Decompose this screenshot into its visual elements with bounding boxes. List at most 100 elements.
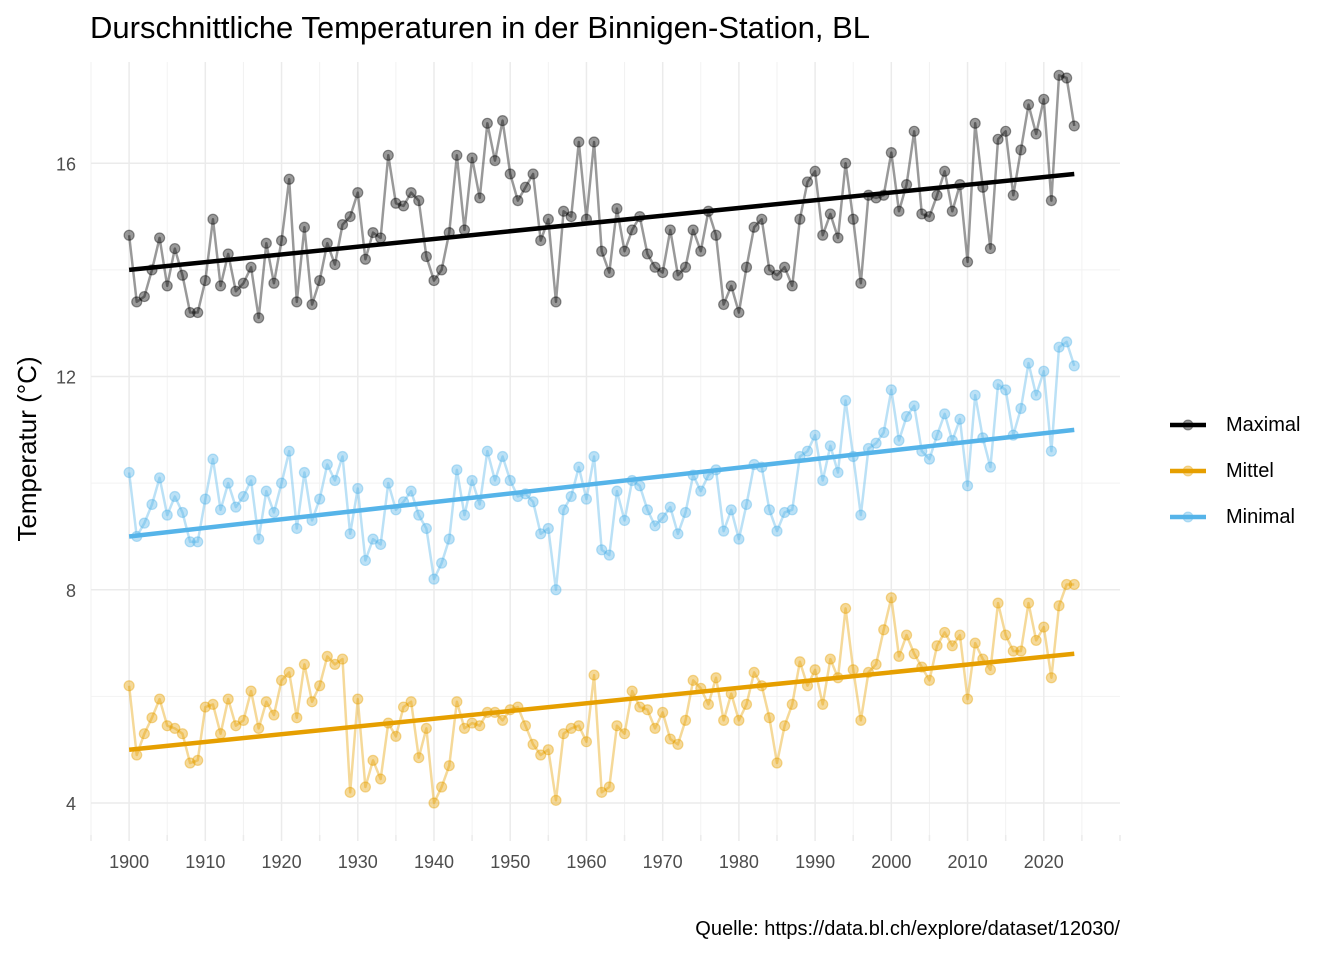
data-point-maximal (626, 224, 638, 236)
caption: Quelle: https://data.bl.ch/explore/datas… (695, 918, 1120, 940)
data-point-maximal (199, 274, 211, 287)
data-point-mittel (687, 674, 699, 687)
data-point-maximal (596, 245, 608, 257)
data-point-maximal (176, 269, 189, 281)
data-point-mittel (1007, 645, 1019, 657)
data-point-mittel (779, 720, 791, 732)
data-point-maximal (618, 245, 631, 257)
data-point-mittel (557, 728, 570, 740)
data-point-maximal (679, 261, 692, 273)
data-point-mittel (672, 738, 684, 750)
data-point-mittel (138, 728, 150, 740)
data-point-maximal (329, 258, 341, 271)
data-point-maximal (939, 165, 951, 177)
y-axis-label: Temperatur (°C) (12, 356, 42, 541)
data-point-maximal (161, 280, 173, 292)
data-point-maximal (336, 218, 349, 231)
data-point-mittel (839, 602, 852, 615)
data-point-minimal (321, 458, 333, 471)
data-point-maximal (1038, 93, 1050, 105)
data-point-mittel (474, 720, 486, 732)
data-point-minimal (1068, 360, 1080, 372)
data-point-mittel (413, 752, 425, 764)
data-point-mittel (154, 693, 166, 705)
data-point-mittel (283, 666, 295, 679)
data-point-minimal (580, 493, 593, 505)
data-point-maximal (489, 155, 501, 167)
data-point-minimal (405, 485, 417, 497)
data-point-minimal (900, 410, 913, 423)
data-point-minimal (1030, 389, 1042, 401)
data-point-maximal (1061, 72, 1073, 84)
data-point-mittel (618, 728, 631, 740)
data-point-maximal (283, 173, 295, 185)
data-point-mittel (885, 592, 897, 604)
data-point-minimal (618, 514, 631, 527)
data-point-mittel (824, 653, 836, 665)
data-point-mittel (679, 714, 692, 726)
data-point-mittel (1061, 578, 1073, 591)
data-point-mittel (718, 714, 730, 726)
data-point-minimal (557, 504, 570, 516)
data-point-maximal (405, 187, 417, 199)
data-point-minimal (535, 528, 547, 540)
data-point-mittel (245, 685, 257, 697)
data-point-maximal (603, 266, 615, 279)
series-line-minimal (127, 340, 1076, 592)
data-point-minimal (923, 453, 936, 465)
data-point-maximal (641, 248, 654, 260)
data-point-maximal (214, 280, 227, 292)
data-point-mittel (1022, 597, 1035, 609)
data-point-maximal (138, 290, 150, 303)
data-point-minimal (138, 517, 150, 529)
data-point-mittel (641, 704, 654, 716)
data-point-maximal (740, 261, 753, 273)
data-point-minimal (283, 445, 295, 457)
data-point-maximal (481, 117, 493, 129)
data-point-maximal (611, 203, 623, 215)
data-point-minimal (961, 480, 974, 492)
data-point-maximal (344, 211, 356, 223)
data-point-minimal (565, 490, 577, 503)
data-point-mittel (527, 738, 539, 750)
data-point-minimal (695, 485, 707, 497)
data-point-maximal (969, 117, 981, 129)
data-point-minimal (1061, 336, 1073, 348)
data-point-maximal (893, 205, 905, 217)
data-point-mittel (954, 629, 966, 641)
data-point-minimal (344, 528, 356, 540)
data-point-maximal (550, 296, 562, 308)
data-point-mittel (184, 757, 196, 769)
data-point-maximal (314, 274, 326, 287)
data-point-maximal (260, 237, 272, 249)
data-point-minimal (420, 522, 432, 535)
data-point-mittel (443, 760, 455, 772)
data-point-mittel (733, 714, 745, 726)
data-point-mittel (1015, 645, 1027, 657)
data-point-maximal (992, 133, 1004, 145)
data-point-mittel (588, 669, 600, 681)
data-point-mittel (1053, 600, 1065, 612)
data-point-maximal (519, 181, 532, 193)
data-point-mittel (359, 781, 371, 793)
data-point-minimal (504, 474, 516, 487)
data-point-minimal (1022, 357, 1035, 369)
data-point-maximal (306, 298, 318, 311)
data-point-mittel (161, 720, 173, 732)
data-point-mittel (146, 712, 158, 724)
data-point-minimal (375, 538, 387, 551)
legend-label-maximal: Maximal (1226, 414, 1301, 436)
data-point-minimal (908, 400, 920, 412)
data-point-minimal (352, 482, 364, 495)
data-point-maximal (535, 234, 547, 247)
data-point-maximal (1015, 144, 1027, 156)
data-point-mittel (634, 701, 646, 713)
data-point-minimal (154, 472, 166, 484)
data-point-mittel (748, 666, 760, 679)
data-point-maximal (923, 211, 936, 223)
data-point-minimal (169, 490, 181, 503)
data-point-maximal (397, 200, 410, 212)
data-point-minimal (176, 506, 189, 519)
data-point-maximal (748, 221, 760, 233)
data-point-minimal (611, 485, 623, 497)
